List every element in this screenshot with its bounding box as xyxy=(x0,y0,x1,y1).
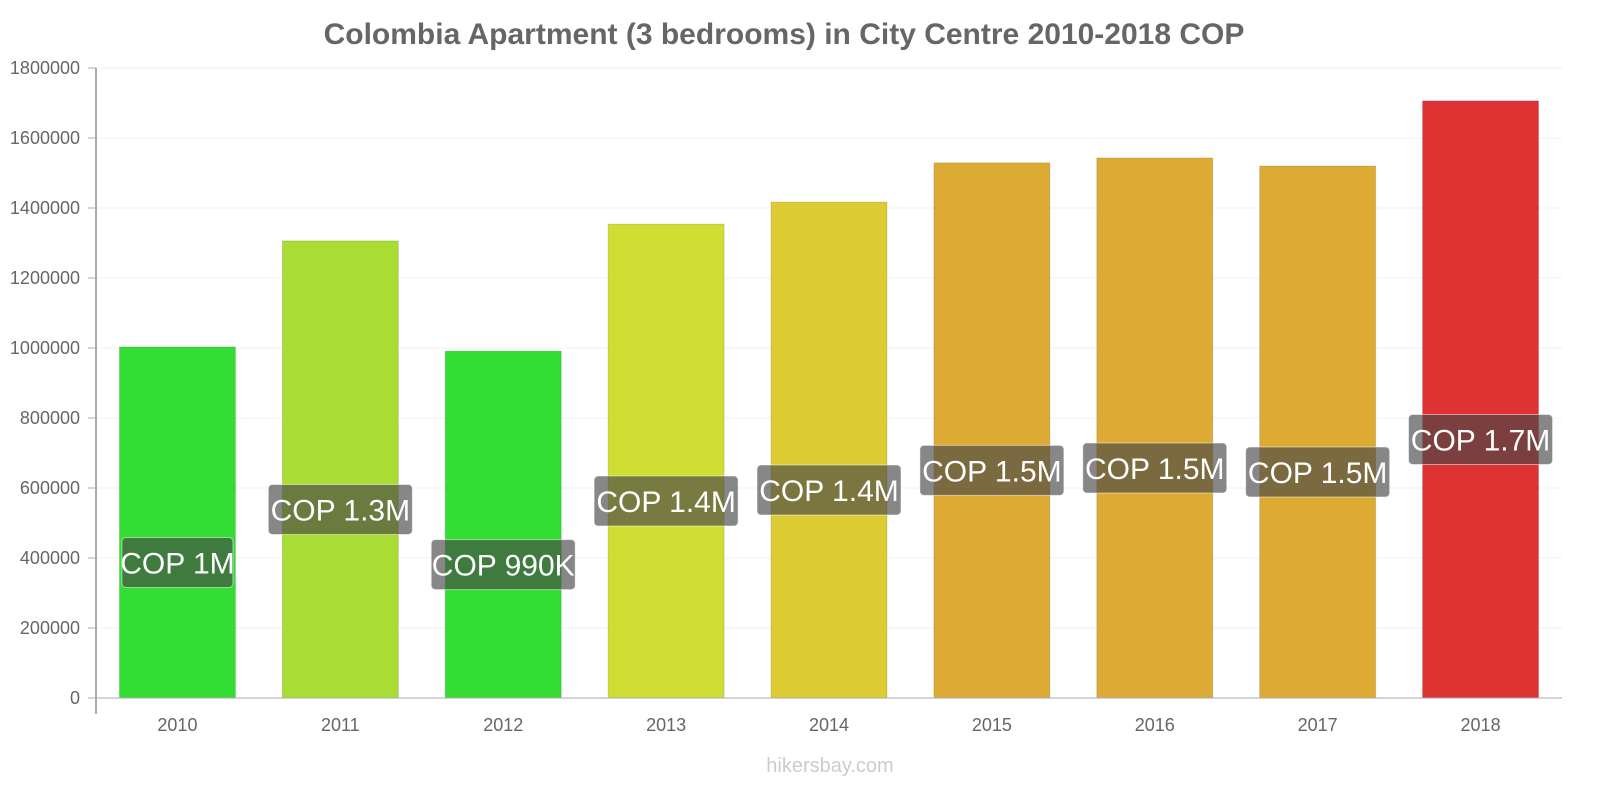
bar xyxy=(1422,100,1540,699)
chart-title: Colombia Apartment (3 bedrooms) in City … xyxy=(324,18,1245,51)
data-label: COP 1.5M xyxy=(1082,442,1228,494)
x-tick-label: 2011 xyxy=(321,715,360,735)
y-tick-label: 200000 xyxy=(20,618,80,638)
y-tick-label: 1400000 xyxy=(10,198,80,218)
data-label-box xyxy=(1408,413,1554,465)
data-label-text: COP 1.4M xyxy=(759,475,899,508)
data-label-text: COP 1.5M xyxy=(1248,457,1388,490)
bar xyxy=(1096,157,1214,699)
data-label-box xyxy=(121,536,234,588)
x-tick-label: 2013 xyxy=(646,715,686,735)
data-label-box xyxy=(1245,446,1391,498)
x-tick-label: 2014 xyxy=(809,715,849,735)
data-label-box xyxy=(430,539,576,591)
watermark: hikersbay.com xyxy=(766,755,893,777)
y-tick-label: 400000 xyxy=(20,548,80,568)
bar xyxy=(281,240,399,699)
y-tick-label: 1200000 xyxy=(10,268,80,288)
data-label-box xyxy=(1082,442,1228,494)
data-label: COP 1.5M xyxy=(919,444,1065,496)
bar xyxy=(118,346,236,699)
data-label: COP 1.4M xyxy=(756,464,902,516)
x-tick-label: 2017 xyxy=(1298,715,1338,735)
x-tick-label: 2018 xyxy=(1461,715,1501,735)
data-label: COP 1M xyxy=(120,536,235,588)
x-tick-label: 2010 xyxy=(157,715,197,735)
bar xyxy=(1259,165,1377,699)
data-label-text: COP 1.5M xyxy=(922,455,1062,488)
bar xyxy=(607,223,725,699)
y-tick-label: 800000 xyxy=(20,408,80,428)
x-tick-label: 2012 xyxy=(483,715,523,735)
bar xyxy=(770,201,888,699)
data-label-text: COP 1M xyxy=(120,547,234,580)
y-tick-label: 1800000 xyxy=(10,58,80,78)
y-tick-label: 1600000 xyxy=(10,128,80,148)
data-label: COP 1.4M xyxy=(593,475,739,527)
y-tick-label: 600000 xyxy=(20,478,80,498)
data-label-text: COP 990K xyxy=(432,550,575,583)
data-label-text: COP 1.4M xyxy=(596,486,736,519)
data-label: COP 1.7M xyxy=(1408,413,1554,465)
data-label: COP 1.5M xyxy=(1245,446,1391,498)
data-label-box xyxy=(919,444,1065,496)
data-label: COP 1.3M xyxy=(267,483,413,535)
data-label-text: COP 1.3M xyxy=(271,494,411,527)
bar xyxy=(933,162,1051,699)
data-label: COP 990K xyxy=(430,539,576,591)
data-label-text: COP 1.5M xyxy=(1085,453,1225,486)
data-label-text: COP 1.7M xyxy=(1411,424,1551,457)
bar xyxy=(444,350,562,699)
data-label-box xyxy=(267,483,413,535)
x-tick-label: 2016 xyxy=(1135,715,1175,735)
data-label-box xyxy=(756,464,902,516)
data-label-box xyxy=(593,475,739,527)
y-tick-label: 1000000 xyxy=(10,338,80,358)
x-tick-label: 2015 xyxy=(972,715,1012,735)
y-tick-label: 0 xyxy=(70,688,80,708)
